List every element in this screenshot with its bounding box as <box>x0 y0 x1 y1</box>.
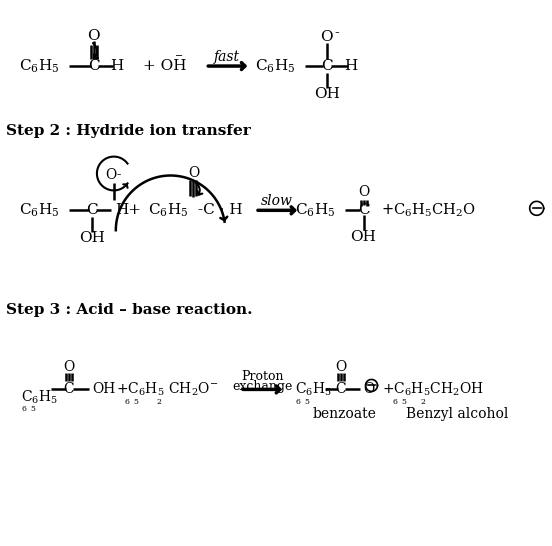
Text: benzoate: benzoate <box>313 407 376 422</box>
Text: -C · H: -C · H <box>198 203 243 217</box>
Text: $\mathregular{C_6H_5}$: $\mathregular{C_6H_5}$ <box>19 57 60 75</box>
Text: O: O <box>358 186 369 199</box>
Text: O: O <box>335 359 346 373</box>
Text: -: - <box>335 26 339 40</box>
Text: H: H <box>344 59 357 73</box>
Text: $\mathregular{C_6H_5}$: $\mathregular{C_6H_5}$ <box>19 201 60 219</box>
Text: $+ \mathregular{C_6H_5\ CH_2O^{-}}$: $+ \mathregular{C_6H_5\ CH_2O^{-}}$ <box>116 381 218 398</box>
Text: $+ \mathregular{C_6H_5CH_2O}$: $+ \mathregular{C_6H_5CH_2O}$ <box>381 201 476 219</box>
Text: $\mathregular{C_6H_5}$: $\mathregular{C_6H_5}$ <box>295 381 332 398</box>
Text: $\mathregular{C_6H_5}$: $\mathregular{C_6H_5}$ <box>148 201 189 219</box>
Text: OH: OH <box>92 382 115 396</box>
Text: OH: OH <box>79 231 105 245</box>
Text: Proton: Proton <box>241 370 283 383</box>
Text: Benzyl alcohol: Benzyl alcohol <box>406 407 508 422</box>
Text: O: O <box>364 382 375 396</box>
Text: fast: fast <box>214 50 240 64</box>
Text: O: O <box>88 29 100 43</box>
Text: exchange: exchange <box>232 380 292 393</box>
Text: $\mathregular{_6\ _5}$: $\mathregular{_6\ _5}$ <box>295 397 310 407</box>
Text: C: C <box>86 203 98 217</box>
Text: H+: H+ <box>115 203 141 217</box>
Text: $\mathregular{C_6H_5}$: $\mathregular{C_6H_5}$ <box>22 389 59 406</box>
Text: $^{-}$: $^{-}$ <box>173 52 183 66</box>
Text: + OH: + OH <box>142 59 186 73</box>
Text: O: O <box>188 165 199 180</box>
Text: O: O <box>320 30 333 44</box>
Text: H: H <box>110 59 124 73</box>
Text: $\mathregular{C_6H_5}$: $\mathregular{C_6H_5}$ <box>255 57 295 75</box>
Text: C: C <box>321 59 332 73</box>
Text: slow: slow <box>261 194 293 209</box>
Text: C: C <box>336 382 346 396</box>
Text: O: O <box>63 359 75 373</box>
Text: Step 2 : Hydride ion transfer: Step 2 : Hydride ion transfer <box>7 124 251 138</box>
Text: C: C <box>88 59 100 73</box>
Text: Step 3 : Acid – base reaction.: Step 3 : Acid – base reaction. <box>7 303 253 317</box>
Text: C: C <box>358 203 369 217</box>
Text: OH: OH <box>351 230 376 244</box>
Text: OH: OH <box>314 87 339 101</box>
Text: $\mathregular{_6\ _5}$: $\mathregular{_6\ _5}$ <box>22 404 36 414</box>
Text: O-: O- <box>105 169 122 182</box>
Text: $+ \mathregular{C_6H_5CH_2OH}$: $+ \mathregular{C_6H_5CH_2OH}$ <box>383 381 484 398</box>
Text: $\mathregular{_6\ _5\ \ \ \ _2}$: $\mathregular{_6\ _5\ \ \ \ _2}$ <box>392 397 427 407</box>
Text: C: C <box>63 382 75 396</box>
Text: $\mathregular{_6\ _5\ \ \ \ \ _2}$: $\mathregular{_6\ _5\ \ \ \ \ _2}$ <box>124 397 162 407</box>
Text: $\mathregular{C_6H_5}$: $\mathregular{C_6H_5}$ <box>295 201 335 219</box>
